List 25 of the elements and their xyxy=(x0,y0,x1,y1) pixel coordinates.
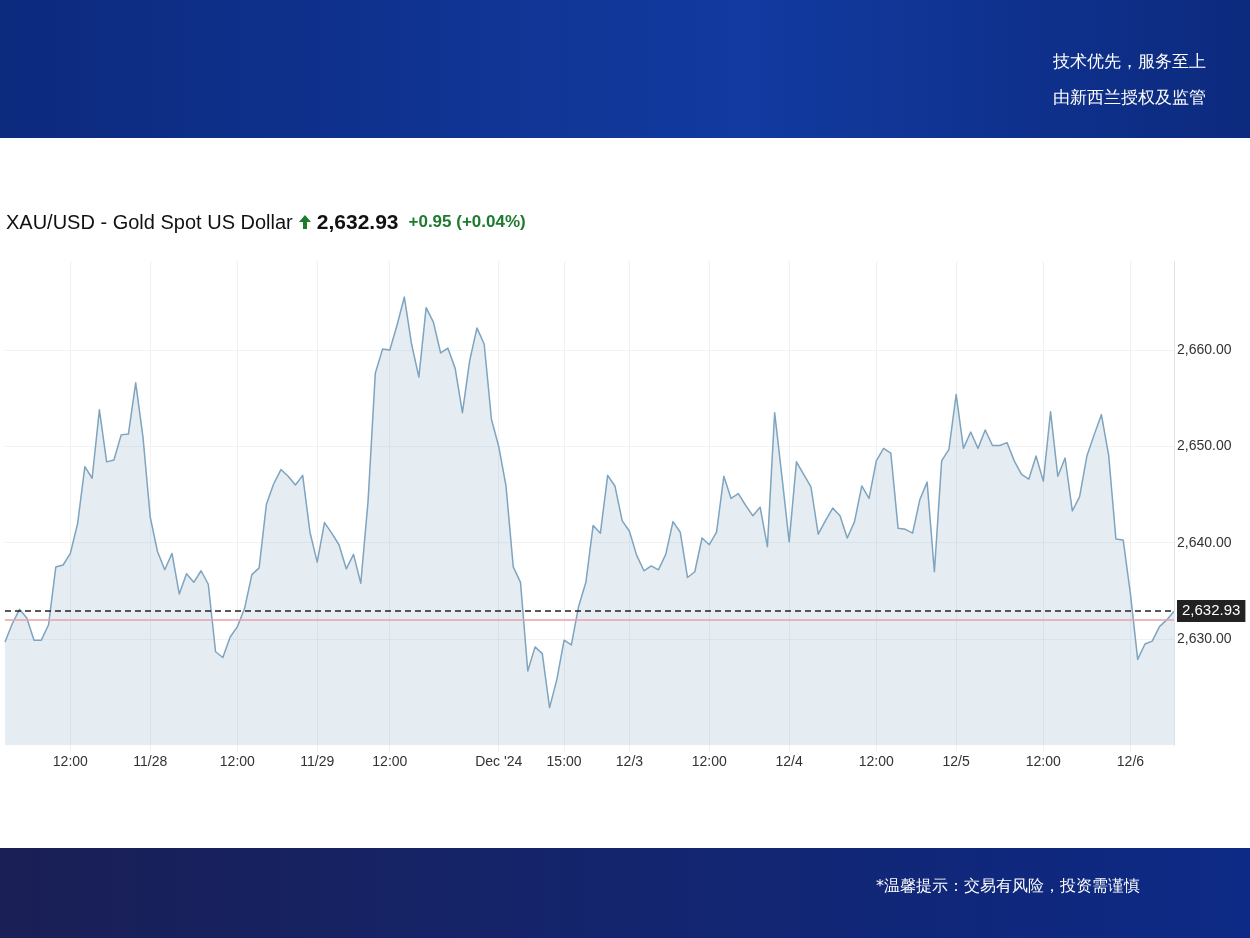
x-tick-label: 12/5 xyxy=(942,753,971,770)
text: *温馨提示：交易有风险，投资需谨慎 xyxy=(876,876,1140,897)
x-tick-label: 12:00 xyxy=(858,753,895,770)
text: 技术优先，服务至上 xyxy=(1053,50,1206,73)
x-tick-label: 12/4 xyxy=(775,753,804,770)
x-tick-label: 11/29 xyxy=(300,753,335,770)
y-tick-label: 2,630.00 xyxy=(1177,630,1232,647)
x-tick-label: 12:00 xyxy=(372,753,408,770)
y-tick-label: 2,660.00 xyxy=(1177,340,1232,357)
text: +0.95 (+0.04%) xyxy=(408,212,526,232)
text: 由新西兰授权及监管 xyxy=(1053,86,1206,109)
x-tick-label: 11/28 xyxy=(133,753,168,770)
x-tick-label: 12:00 xyxy=(691,753,728,770)
x-tick-label: 12:00 xyxy=(1025,753,1062,770)
ref-line-label: 2,632.93 xyxy=(1182,601,1241,619)
x-tick-label: 12:00 xyxy=(52,753,89,770)
x-tick-label: 15:00 xyxy=(546,753,582,770)
x-tick-label: 12/3 xyxy=(615,753,644,770)
text: 2,632.93 xyxy=(316,210,399,234)
x-tick-label: 12:00 xyxy=(219,753,256,770)
x-tick-label: 12/6 xyxy=(1116,753,1145,770)
x-tick-label: Dec '24 xyxy=(475,753,523,770)
chart-title: XAU/USD - Gold Spot US Dollar xyxy=(6,210,293,234)
y-tick-label: 2,640.00 xyxy=(1177,533,1232,550)
y-tick-label: 2,650.00 xyxy=(1177,437,1232,454)
